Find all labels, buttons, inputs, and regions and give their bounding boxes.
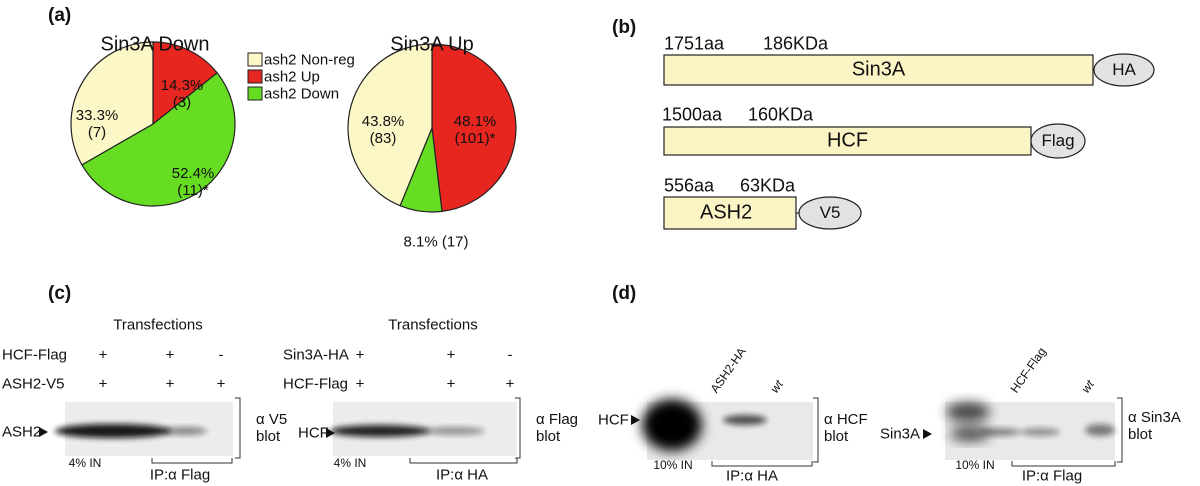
pie-title: Sin3A Up bbox=[390, 33, 474, 56]
band-arrow bbox=[631, 415, 640, 425]
bracket bbox=[235, 397, 241, 459]
construct-name: ASH2 bbox=[700, 201, 753, 224]
value-label: 52.4% (11)* bbox=[171, 164, 215, 199]
blot-band bbox=[946, 402, 990, 422]
value-label: 43.8% (83) bbox=[361, 112, 405, 147]
bracket bbox=[711, 461, 813, 467]
antibody-label: α Flag blot bbox=[536, 410, 579, 445]
blot-band bbox=[723, 415, 767, 425]
input-label: 4% IN bbox=[333, 456, 367, 471]
band-label: HCF bbox=[298, 424, 329, 442]
band-arrow bbox=[923, 429, 932, 439]
transfection-sign: + bbox=[216, 375, 226, 393]
band-label: Sin3A bbox=[880, 425, 921, 443]
legend-swatch bbox=[247, 52, 263, 67]
band-label: HCF bbox=[598, 411, 629, 429]
transfection-label: HCF-Flag bbox=[2, 346, 68, 364]
ip-label: IP:α HA bbox=[725, 467, 779, 485]
antibody-label: α Sin3A blot bbox=[1128, 408, 1181, 443]
input-label: 10% IN bbox=[653, 458, 693, 473]
bracket bbox=[151, 458, 233, 464]
antibody-label: α HCF blot bbox=[824, 410, 868, 445]
transfection-label: HCF-Flag bbox=[283, 375, 349, 393]
construct-box bbox=[663, 54, 1094, 86]
pie-wedge bbox=[70, 41, 154, 166]
value-label: 48.1% (101)* bbox=[453, 112, 497, 147]
pie-wedge bbox=[431, 43, 517, 213]
legend-label: ash2 Down bbox=[264, 85, 340, 103]
ip-label: IP:α HA bbox=[435, 466, 489, 484]
transfection-sign: + bbox=[505, 375, 515, 393]
legend-label: ash2 Up bbox=[264, 68, 320, 86]
legend-swatch bbox=[247, 69, 263, 84]
input-label: 10% IN bbox=[955, 458, 995, 473]
blot-band bbox=[55, 424, 171, 438]
tag-ellipse bbox=[1093, 53, 1155, 87]
transfection-sign: + bbox=[165, 346, 175, 364]
transfection-sign: + bbox=[446, 346, 456, 364]
tag-label: V5 bbox=[819, 203, 841, 223]
pie-wedge bbox=[81, 72, 236, 207]
blot-band bbox=[980, 428, 1020, 436]
input-label: 4% IN bbox=[68, 456, 102, 471]
transfection-label: ASH2-V5 bbox=[2, 375, 65, 393]
transfection-sign: + bbox=[98, 375, 108, 393]
transfection-sign: + bbox=[98, 346, 108, 364]
construct-name: Sin3A bbox=[851, 58, 906, 81]
bracket bbox=[1117, 397, 1123, 463]
band-arrow bbox=[326, 428, 335, 438]
tag-label: Flag bbox=[1041, 131, 1075, 151]
tag-ellipse bbox=[1030, 123, 1086, 159]
construct-length: 556aa bbox=[664, 175, 715, 196]
value-label: 14.3% (3) bbox=[160, 76, 204, 111]
blot-band bbox=[425, 427, 485, 435]
band-arrow bbox=[39, 427, 48, 437]
band-label: ASH2 bbox=[2, 423, 42, 441]
legend-swatch bbox=[247, 86, 263, 101]
transfection-sign: + bbox=[355, 346, 365, 364]
construct-name: HCF bbox=[826, 129, 869, 152]
antibody-label: α V5 blot bbox=[256, 410, 288, 445]
legend-label: ash2 Non-reg bbox=[264, 51, 355, 69]
blot-band bbox=[163, 427, 207, 435]
transfection-sign: + bbox=[165, 375, 175, 393]
construct-mass: 186KDa bbox=[763, 33, 829, 54]
bracket bbox=[1011, 461, 1116, 467]
pie-wedge bbox=[152, 41, 218, 126]
transfection-heading: Transfections bbox=[388, 316, 478, 334]
panel-label: (d) bbox=[612, 283, 637, 305]
construct-length: 1500aa bbox=[662, 104, 723, 125]
blot-band bbox=[950, 427, 990, 441]
transfection-sign: - bbox=[218, 346, 224, 364]
construct-mass: 160KDa bbox=[748, 104, 814, 125]
bracket bbox=[813, 397, 819, 463]
value-label: 8.1% (17) bbox=[403, 233, 469, 251]
blot-band bbox=[1020, 428, 1060, 436]
construct-mass: 63KDa bbox=[740, 175, 796, 196]
bracket bbox=[409, 458, 518, 464]
ip-label: IP:α Flag bbox=[1021, 467, 1083, 485]
transfection-sign: + bbox=[446, 375, 456, 393]
pie-title: Sin3A Down bbox=[100, 33, 210, 56]
panel-label: (a) bbox=[48, 5, 72, 27]
transfection-sign: - bbox=[507, 346, 513, 364]
transfection-heading: Transfections bbox=[113, 316, 203, 334]
blot-band bbox=[330, 425, 430, 437]
pie-wedge bbox=[347, 43, 433, 207]
blot-band bbox=[1085, 424, 1115, 436]
tag-label: HA bbox=[1112, 60, 1136, 80]
construct-length: 1751aa bbox=[664, 33, 725, 54]
blot-band bbox=[642, 399, 702, 451]
construct-box bbox=[663, 196, 797, 230]
transfection-sign: + bbox=[355, 375, 365, 393]
tag-ellipse bbox=[798, 196, 862, 230]
transfection-label: Sin3A-HA bbox=[283, 346, 349, 364]
ip-label: IP:α Flag bbox=[149, 466, 211, 484]
value-label: 33.3% (7) bbox=[75, 106, 119, 141]
construct-box bbox=[663, 126, 1032, 156]
panel-label: (b) bbox=[612, 17, 637, 39]
panel-label: (c) bbox=[48, 283, 72, 305]
